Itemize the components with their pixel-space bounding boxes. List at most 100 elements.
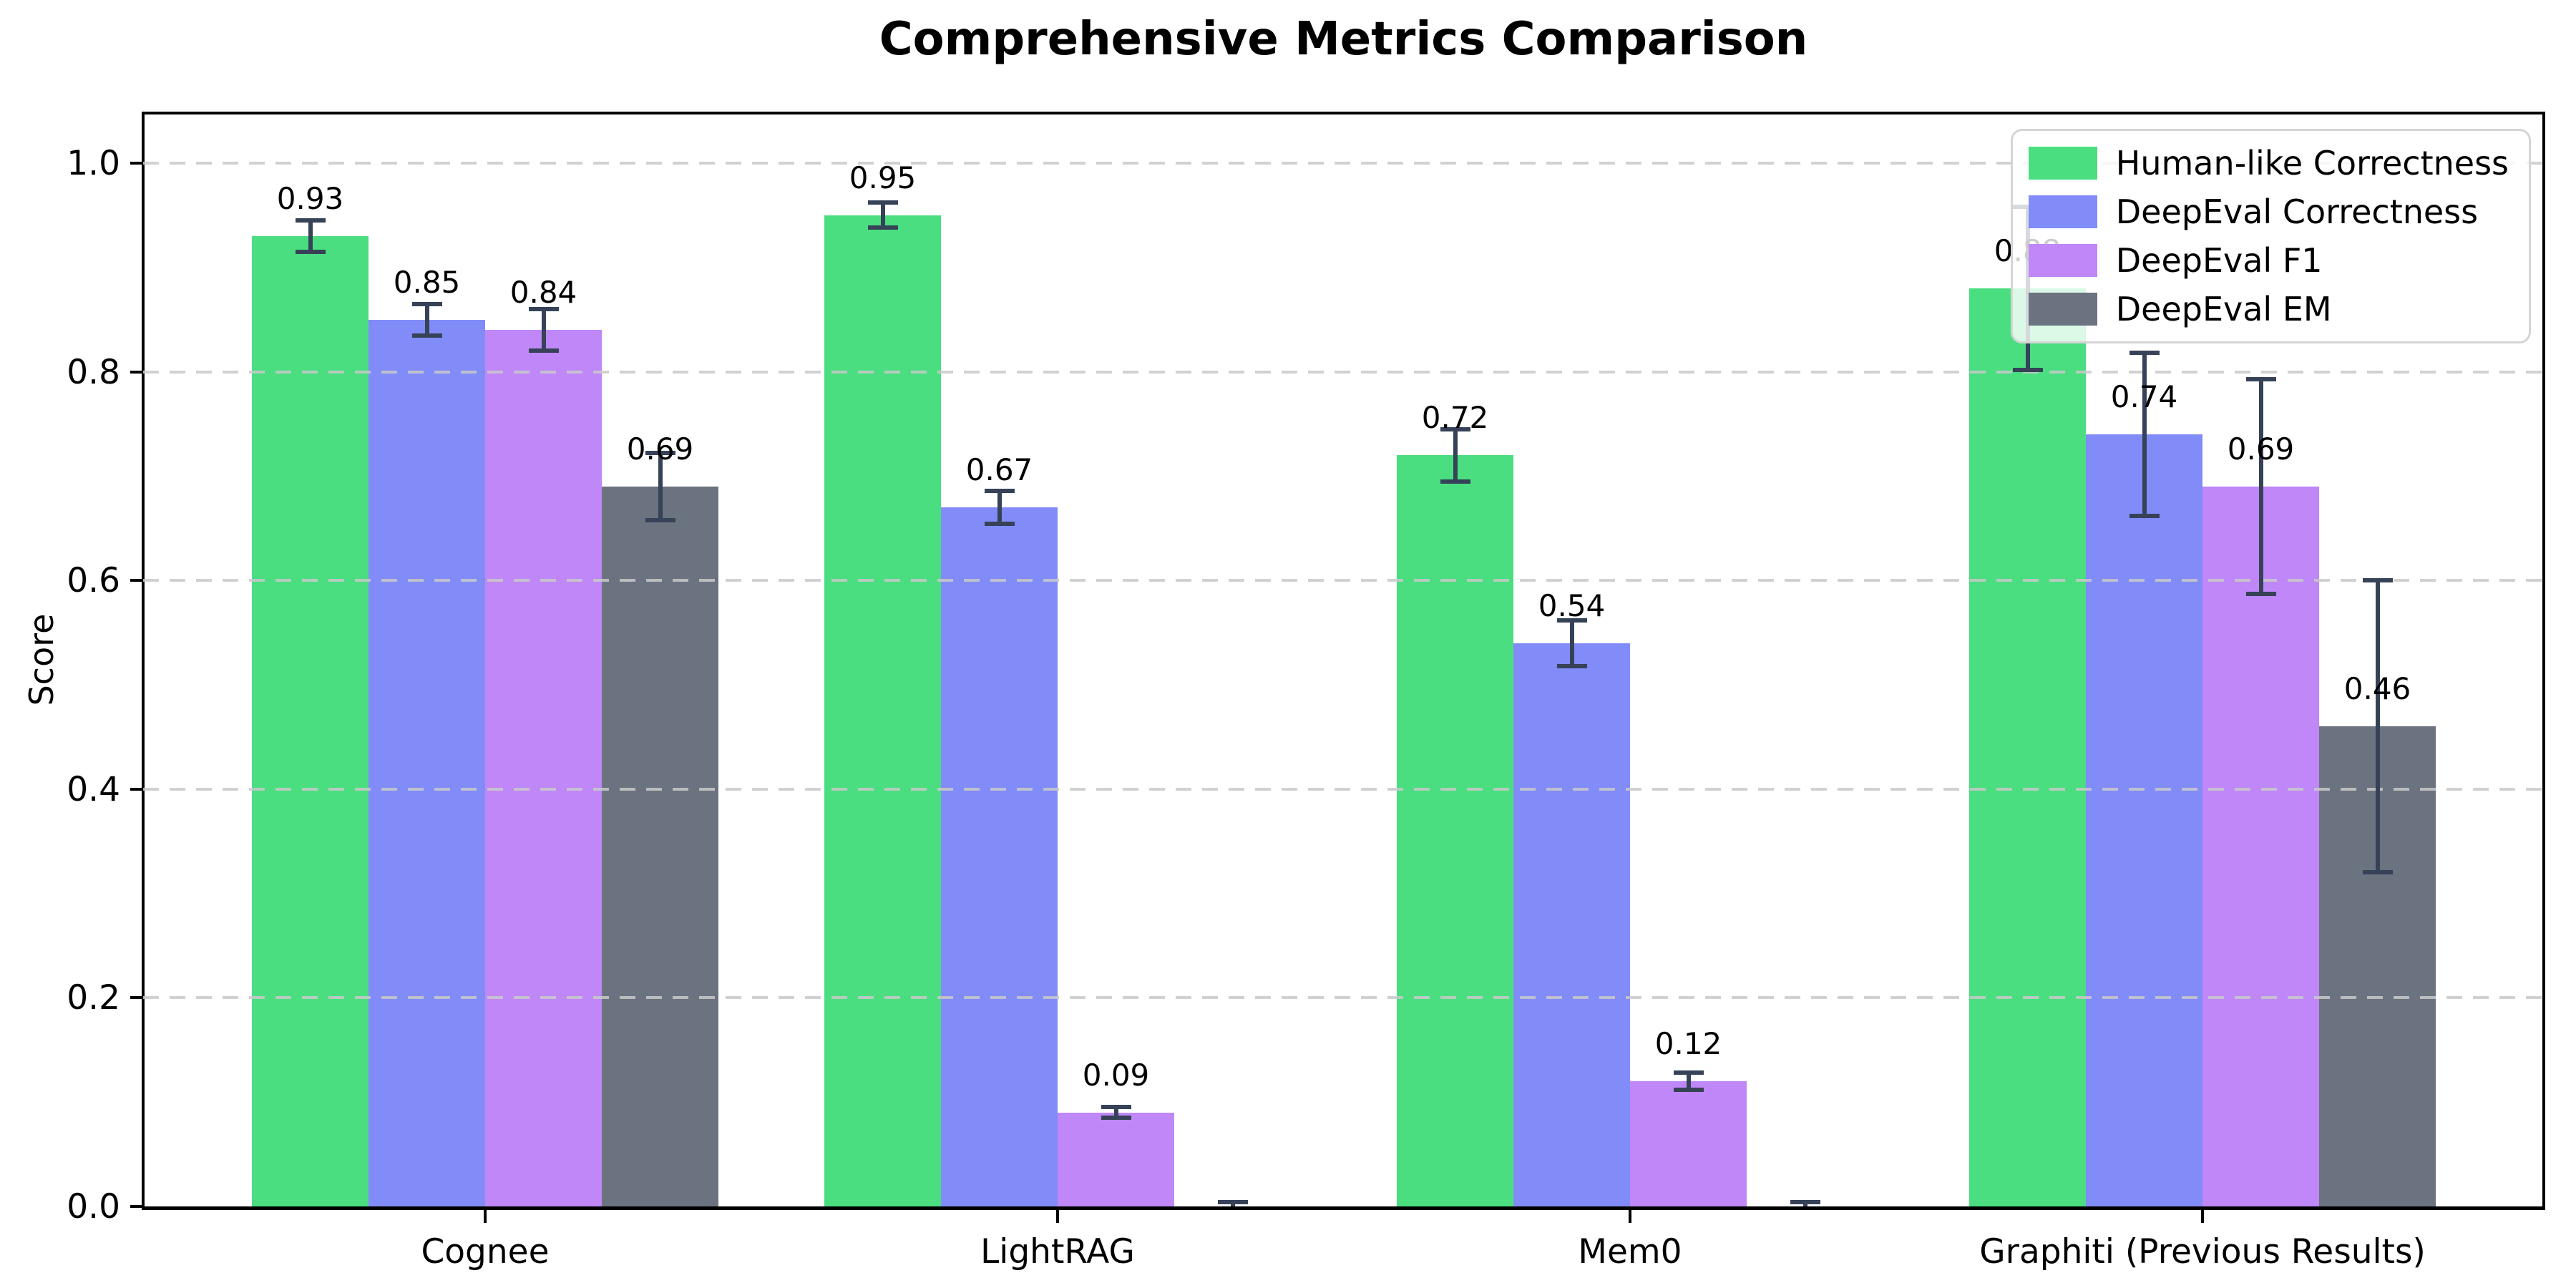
legend: Human-like Correctness DeepEval Correctne… xyxy=(2010,129,2531,343)
error-bar-cap xyxy=(2012,367,2043,372)
legend-item: DeepEval F1 xyxy=(2028,240,2509,281)
bar-value-label: 0.67 xyxy=(965,452,1033,487)
x-tick-label: LightRAG xyxy=(980,1232,1135,1272)
y-tick-label: 0.0 xyxy=(67,1187,120,1226)
bar-value-label: 0.93 xyxy=(276,180,344,216)
y-tick-label: 1.0 xyxy=(67,143,120,183)
bar xyxy=(1513,643,1630,1206)
error-bar-cap xyxy=(1101,1116,1131,1121)
error-bar-cap xyxy=(411,333,442,338)
x-tick-mark xyxy=(484,1210,487,1223)
chart-title: Comprehensive Metrics Comparison xyxy=(879,13,1808,66)
gridline xyxy=(143,787,2544,791)
x-tick-mark xyxy=(2201,1210,2204,1223)
y-tick-label: 0.8 xyxy=(67,352,120,392)
legend-item: DeepEval Correctness xyxy=(2028,191,2509,233)
gridline xyxy=(143,996,2544,1000)
error-bar-cap xyxy=(2129,351,2160,356)
error-bar xyxy=(658,453,663,520)
y-tick-label: 0.2 xyxy=(67,978,120,1018)
error-bar-cap xyxy=(2362,578,2393,583)
y-tick-mark xyxy=(130,370,143,374)
y-tick-label: 0.6 xyxy=(67,561,120,601)
bar-value-label: 0.54 xyxy=(1538,587,1606,623)
legend-label: DeepEval F1 xyxy=(2115,241,2323,280)
bar xyxy=(1058,1112,1174,1206)
error-bar xyxy=(1453,429,1458,482)
plot-area: 0.930.950.720.880.850.670.540.740.840.09… xyxy=(143,113,2544,1206)
bar xyxy=(2086,434,2202,1206)
error-bar xyxy=(1569,620,1574,666)
error-bar xyxy=(424,303,429,336)
error-bar xyxy=(880,203,885,228)
x-tick-label: Cognee xyxy=(421,1232,550,1272)
bar-value-label: 0.69 xyxy=(2227,431,2295,467)
bar-value-label: 0.46 xyxy=(2343,671,2411,707)
error-bar xyxy=(1113,1107,1118,1118)
error-bar-cap xyxy=(2245,376,2276,381)
y-tick-mark xyxy=(130,787,143,791)
legend-label: DeepEval EM xyxy=(2115,290,2332,328)
bar xyxy=(252,236,369,1206)
y-tick-mark xyxy=(130,579,143,582)
error-bar-cap xyxy=(411,301,442,306)
error-bar-cap xyxy=(1556,663,1587,668)
legend-swatch xyxy=(2028,293,2097,326)
error-bar-cap xyxy=(1673,1087,1704,1092)
y-tick-label: 0.4 xyxy=(67,769,120,809)
error-bar-cap xyxy=(295,218,326,223)
bar-value-label: 0.95 xyxy=(849,160,917,195)
gridline xyxy=(143,370,2544,374)
error-bar xyxy=(2375,580,2380,873)
error-bar-cap xyxy=(1440,426,1470,431)
error-bar-cap xyxy=(984,488,1015,493)
y-axis-label: Score xyxy=(22,613,61,706)
bar xyxy=(485,330,602,1206)
error-bar xyxy=(997,490,1002,525)
error-bar-cap xyxy=(2362,870,2393,875)
error-bar-cap xyxy=(984,522,1015,527)
bar xyxy=(602,486,718,1206)
error-bar-cap xyxy=(645,517,675,522)
error-bar-cap xyxy=(295,249,326,254)
spine-right xyxy=(2542,112,2545,1209)
error-bar-cap xyxy=(1440,479,1470,484)
bar xyxy=(824,215,941,1206)
legend-label: Human-like Correctness xyxy=(2115,144,2509,182)
error-bar-cap xyxy=(528,307,559,312)
error-bar xyxy=(308,220,313,252)
bar xyxy=(1630,1081,1747,1206)
error-bar xyxy=(2142,353,2147,516)
error-bar xyxy=(541,309,546,351)
bar xyxy=(369,319,485,1206)
x-tick-label: Mem0 xyxy=(1578,1232,1682,1272)
bar-value-label: 0.85 xyxy=(393,264,461,300)
error-bar-cap xyxy=(2245,592,2276,597)
bar-value-label: 0.09 xyxy=(1082,1057,1150,1093)
spine-top xyxy=(142,112,2545,114)
spine-left xyxy=(142,112,145,1209)
error-bar-cap xyxy=(2129,513,2160,518)
y-tick-mark xyxy=(130,996,143,1000)
error-bar-cap xyxy=(867,200,898,205)
bar xyxy=(2202,486,2319,1206)
legend-item: Human-like Correctness xyxy=(2028,142,2509,184)
bar-value-label: 0.84 xyxy=(509,275,577,311)
spine-bottom xyxy=(142,1206,2545,1210)
error-bar-cap xyxy=(867,225,898,230)
error-bar-cap xyxy=(1101,1105,1131,1110)
gridline xyxy=(143,579,2544,582)
legend-label: DeepEval Correctness xyxy=(2115,192,2479,231)
error-bar-cap xyxy=(1217,1200,1248,1205)
error-bar-cap xyxy=(1790,1200,1820,1205)
x-tick-mark xyxy=(1629,1210,1631,1223)
error-bar-cap xyxy=(1556,618,1587,623)
bar-value-label: 0.12 xyxy=(1654,1025,1722,1061)
x-tick-label: Graphiti (Previous Results) xyxy=(1979,1232,2426,1272)
error-bar xyxy=(2258,379,2263,595)
gridline xyxy=(143,161,2544,165)
error-bar-cap xyxy=(528,348,559,353)
error-bar-cap xyxy=(645,451,675,456)
bar-value-label: 0.74 xyxy=(2110,379,2178,414)
